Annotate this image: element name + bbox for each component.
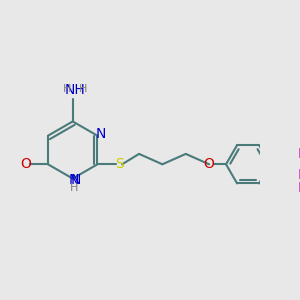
Text: F: F [297, 181, 300, 195]
Text: NH: NH [65, 83, 86, 97]
Text: N: N [71, 173, 81, 187]
Text: F: F [297, 147, 300, 161]
Text: H: H [70, 183, 78, 193]
Text: N: N [95, 128, 106, 141]
Text: F: F [297, 168, 300, 182]
Text: H: H [78, 85, 87, 94]
Text: H: H [63, 85, 71, 94]
Text: O: O [20, 157, 31, 171]
Text: O: O [204, 157, 214, 171]
Text: N: N [69, 173, 79, 187]
Text: S: S [115, 157, 124, 171]
